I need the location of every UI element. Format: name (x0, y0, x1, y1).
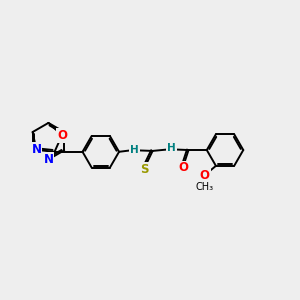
Text: S: S (140, 163, 148, 176)
Text: H: H (167, 143, 176, 153)
Text: N: N (44, 153, 53, 166)
Text: CH₃: CH₃ (195, 182, 213, 192)
Text: N: N (32, 143, 41, 156)
Text: O: O (200, 169, 210, 182)
Text: O: O (57, 129, 67, 142)
Text: H: H (130, 145, 139, 155)
Text: O: O (178, 161, 188, 175)
